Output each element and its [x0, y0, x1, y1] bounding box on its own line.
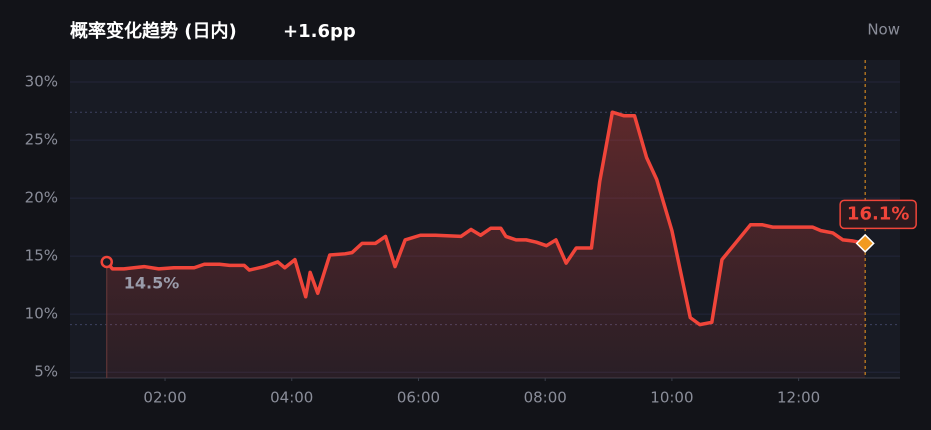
start-marker	[100, 255, 113, 269]
end-diamond	[855, 233, 875, 253]
x-tick-label: 04:00	[270, 389, 313, 407]
end-label-box	[839, 199, 917, 230]
y-tick-label: 25%	[25, 131, 58, 149]
x-tick-label: 10:00	[650, 389, 693, 407]
y-tick-label: 5%	[34, 363, 58, 381]
y-tick-label: 15%	[25, 247, 58, 265]
start-label: 14.5%	[124, 273, 180, 292]
x-tick-label: 12:00	[777, 389, 820, 407]
x-tick-label: 06:00	[397, 389, 440, 407]
y-tick-label: 10%	[25, 305, 58, 323]
chart-title: 概率变化趋势 (日内)	[70, 20, 237, 42]
line	[105, 110, 866, 327]
y-tick-label: 30%	[25, 73, 58, 91]
end-label: 16.1%	[847, 203, 909, 224]
y-tick-label: 20%	[25, 189, 58, 207]
change-label: +1.6pp	[283, 21, 356, 42]
now-label: Now	[867, 21, 900, 39]
x-tick-label: 08:00	[524, 389, 567, 407]
x-tick-label: 02:00	[143, 389, 186, 407]
area	[106, 112, 866, 378]
